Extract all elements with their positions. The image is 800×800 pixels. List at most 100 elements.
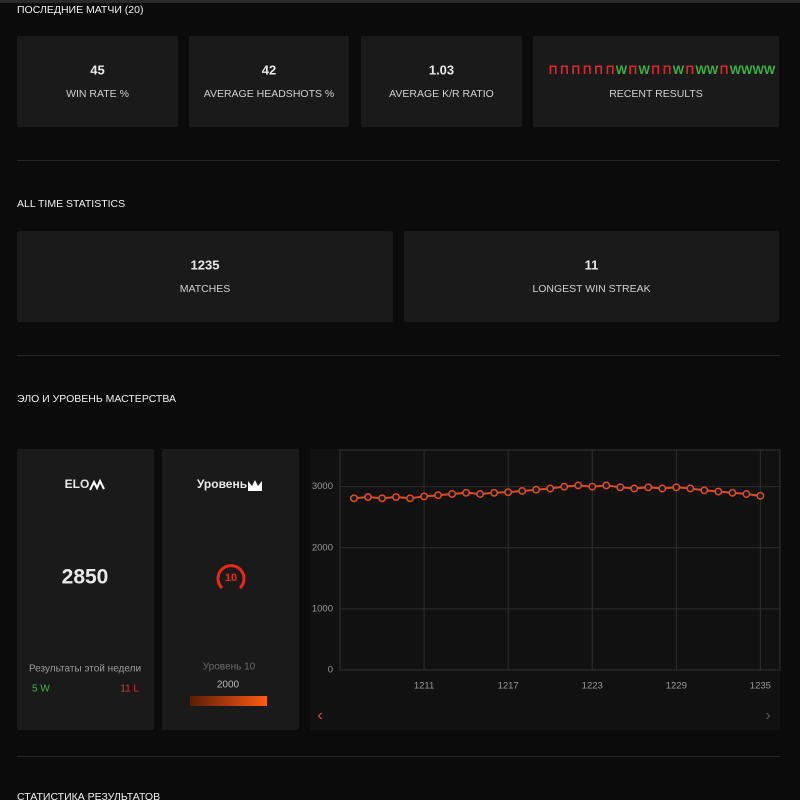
elo-point (504, 488, 513, 497)
elo-point (742, 490, 751, 498)
stat-label: AVERAGE HEADSHOTS % (204, 88, 335, 100)
elo-point (728, 488, 737, 497)
result: П (685, 63, 694, 77)
elo-point (476, 490, 485, 498)
elo-point (434, 491, 443, 500)
result: П (663, 63, 672, 77)
elo-point (602, 481, 611, 490)
level-progress (190, 696, 267, 706)
y-tick-label: 0 (328, 665, 333, 676)
stat-value: 45 (90, 62, 104, 77)
y-tick-label: 3000 (312, 481, 333, 492)
x-tick-label: 1223 (582, 681, 603, 692)
elo-point (574, 481, 583, 490)
stat-value: 1235 (191, 257, 220, 272)
x-tick-label: 1229 (666, 681, 687, 692)
next-button[interactable]: › (765, 707, 770, 724)
elo-icon (89, 478, 105, 491)
elo-value: 2850 (62, 566, 109, 589)
level-text: Уровень 10 (203, 662, 256, 673)
stat-label: LONGEST WIN STREAK (532, 283, 650, 295)
elo-point (630, 484, 639, 493)
week-wins: 5 W (32, 684, 50, 695)
elo-point (448, 490, 457, 498)
separator (17, 355, 780, 356)
stat-card (17, 36, 178, 127)
chart: 0 1000 2000 3000 1211 1217 1223 1229 1235 (312, 450, 780, 692)
y-tick-label: 2000 (312, 542, 333, 553)
result: W (696, 63, 708, 77)
elo-point (406, 494, 415, 503)
elo-point (658, 484, 667, 493)
stat-value: 1.03 (429, 62, 454, 77)
elo-point (756, 491, 765, 500)
elo-point (686, 484, 695, 493)
top-border (0, 0, 800, 3)
result: П (720, 63, 729, 77)
stat-value: 42 (262, 62, 276, 77)
result: W (616, 63, 628, 77)
result: П (606, 63, 615, 77)
x-tick-label: 1217 (498, 681, 519, 692)
stat-label: MATCHES (180, 283, 231, 295)
result: W (730, 63, 742, 77)
elo-point (462, 488, 471, 497)
separator (17, 160, 780, 161)
section-title: ЭЛО И УРОВЕНЬ МАСТЕРСТВА (17, 393, 176, 405)
elo-point (392, 493, 401, 502)
section-title: ALL TIME STATISTICS (17, 198, 125, 210)
elo-point (616, 483, 625, 492)
result: П (560, 63, 569, 77)
elo-point (714, 487, 723, 496)
level-points: 2000 (217, 680, 240, 691)
elo-point (560, 482, 569, 491)
elo-point (518, 486, 527, 495)
result: П (571, 63, 580, 77)
chart-area (310, 449, 780, 730)
result: П (583, 63, 592, 77)
elo-point (378, 494, 386, 503)
elo-label: ELO (65, 477, 90, 491)
elo-point (546, 484, 555, 493)
elo-point (644, 483, 653, 492)
level-value: 10 (225, 572, 237, 584)
week-label: Результаты этой недели (29, 664, 141, 675)
elo-point (588, 482, 597, 491)
result: П (549, 63, 558, 77)
crown-icon (248, 480, 262, 491)
y-tick-label: 1000 (312, 603, 333, 614)
stat-card (361, 36, 522, 127)
level-card (162, 449, 299, 730)
result: W (764, 63, 776, 77)
elo-point (700, 486, 709, 495)
result: П (594, 63, 603, 77)
stat-label: WIN RATE % (66, 88, 129, 100)
result: W (741, 63, 753, 77)
elo-point (532, 485, 541, 494)
elo-point (420, 492, 429, 501)
result: W (673, 63, 685, 77)
stat-value: 11 (585, 257, 599, 272)
separator (17, 756, 780, 757)
result: W (753, 63, 765, 77)
section-title: ПОСЛЕДНИЕ МАТЧИ (20) (17, 4, 143, 16)
stat-label: RECENT RESULTS (609, 88, 703, 100)
stat-card (17, 231, 393, 322)
elo-point (672, 483, 681, 492)
elo-card (17, 449, 154, 730)
results-card (533, 36, 779, 127)
elo-point (350, 494, 358, 503)
stat-label: AVERAGE K/R RATIO (389, 88, 494, 100)
prev-button[interactable]: ‹ (317, 707, 322, 724)
result: W (639, 63, 651, 77)
stat-card (189, 36, 349, 127)
result: П (628, 63, 637, 77)
level-label: Уровень (197, 477, 247, 491)
level-gauge (216, 564, 246, 590)
elo-point (490, 488, 499, 497)
week-losses: 11 L (120, 684, 139, 695)
section-title: СТАТИСТИКА РЕЗУЛЬТАТОВ (17, 791, 160, 800)
x-tick-label: 1235 (750, 681, 771, 692)
